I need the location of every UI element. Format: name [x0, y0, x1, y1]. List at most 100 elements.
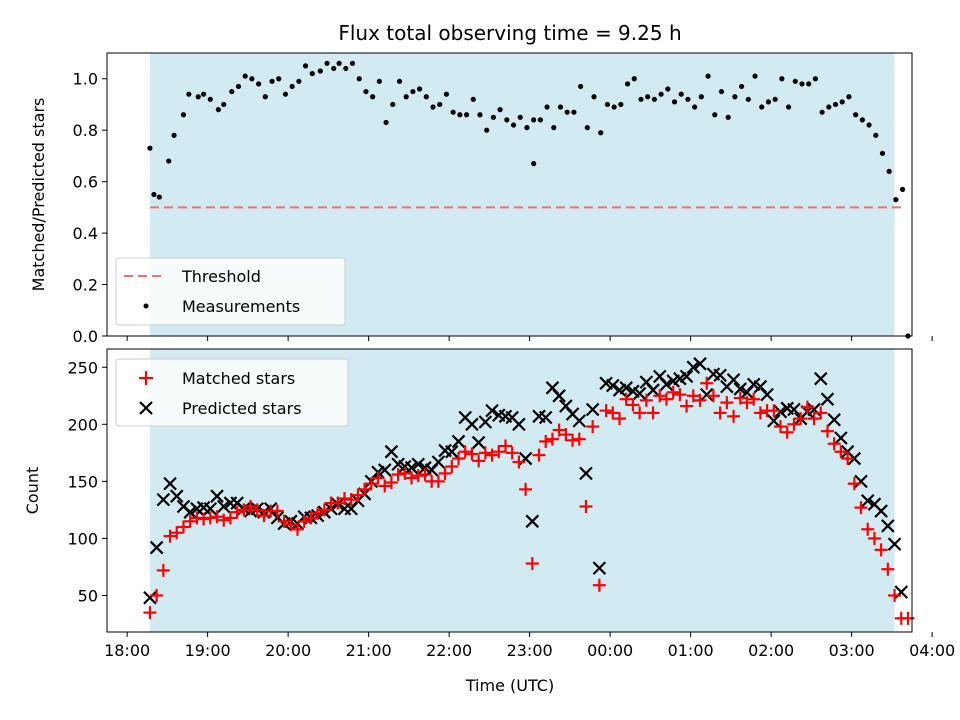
- top-legend-box: [115, 257, 346, 326]
- measurement-point: [779, 76, 785, 82]
- top-x-ticks: [126, 336, 933, 341]
- measurement-point: [235, 83, 242, 90]
- measurement-point: [618, 101, 624, 108]
- matched-point: [519, 482, 533, 496]
- x-tick-label: 02:00: [748, 641, 794, 660]
- matched-point: [458, 445, 472, 459]
- predicted-point: [216, 499, 231, 514]
- measurement-point: [504, 117, 510, 123]
- measurement-point: [289, 83, 295, 90]
- matched-point: [183, 514, 197, 528]
- measurement-point: [437, 101, 443, 108]
- legend-measurement-label: Measurements: [182, 297, 300, 316]
- x-axis-label: Time (UTC): [465, 676, 554, 695]
- predicted-point: [854, 474, 868, 489]
- measurement-point: [853, 112, 859, 118]
- matched-point: [190, 511, 204, 525]
- matched-point: [532, 448, 546, 462]
- matched-point: [230, 505, 244, 519]
- measurement-point: [324, 60, 330, 66]
- measurement-point: [490, 114, 496, 120]
- matched-point: [472, 454, 486, 468]
- x-tick-label: 21:00: [346, 641, 392, 660]
- predicted-point: [659, 377, 674, 392]
- predicted-point: [445, 444, 459, 459]
- measurement-point: [718, 88, 725, 95]
- measurement-point: [302, 63, 309, 69]
- matched-point: [787, 417, 801, 431]
- legend-threshold-label: Threshold: [181, 267, 261, 286]
- measurement-point: [893, 197, 899, 203]
- predicted-point: [592, 561, 607, 575]
- measurement-point: [383, 119, 389, 126]
- measurement-point: [591, 94, 597, 100]
- predicted-point: [632, 386, 647, 401]
- y-tick-label: 150: [67, 472, 98, 491]
- matched-point: [378, 479, 392, 493]
- top-y-tick-label: 1.0: [73, 70, 98, 89]
- measurement-point: [531, 161, 537, 167]
- measurement-point: [799, 81, 805, 87]
- matched-point: [250, 503, 264, 517]
- measurement-point: [331, 65, 337, 72]
- matched-point: [559, 428, 573, 442]
- measurement-point: [370, 94, 376, 100]
- predicted-point: [874, 504, 888, 518]
- matched-point: [720, 396, 734, 410]
- matched-point: [237, 503, 251, 517]
- matched-point: [270, 504, 284, 518]
- measurement-point: [443, 91, 450, 97]
- measurement-point: [484, 127, 490, 133]
- measurement-point: [336, 60, 342, 66]
- matched-point: [820, 424, 834, 438]
- matched-point: [465, 447, 479, 461]
- bottom-y-ticks: 50 100 150 200 250: [67, 358, 107, 605]
- predicted-point: [149, 540, 164, 555]
- predicted-point: [183, 505, 197, 519]
- matched-point: [874, 543, 888, 557]
- matched-point: [814, 406, 828, 420]
- x-tick-label: 20:00: [265, 641, 311, 660]
- top-axes-frame: [106, 52, 913, 337]
- matched-point: [847, 477, 861, 491]
- measurement-point: [846, 94, 852, 100]
- measurement-point: [604, 101, 611, 108]
- predicted-point: [619, 381, 634, 395]
- measurement-point: [698, 94, 704, 100]
- measurement-point: [671, 99, 678, 105]
- measurement-point: [423, 94, 429, 100]
- matched-point: [505, 446, 519, 460]
- measurement-point: [564, 109, 570, 115]
- matched-point: [881, 562, 895, 576]
- matched-point: [525, 557, 539, 571]
- measurement-point: [166, 158, 172, 164]
- measurement-point: [524, 125, 530, 131]
- measurement-point: [430, 104, 436, 110]
- matched-point: [552, 423, 566, 437]
- measurement-point: [812, 76, 819, 82]
- matched-point: [445, 460, 459, 474]
- measurement-point: [678, 91, 684, 97]
- matched-point: [485, 448, 499, 462]
- measurement-point: [752, 73, 758, 79]
- measurement-point: [463, 112, 470, 118]
- matched-point: [170, 526, 184, 540]
- predicted-point: [726, 373, 741, 387]
- predicted-point: [606, 378, 620, 393]
- matched-point: [244, 499, 258, 513]
- x-tick-label: 22:00: [426, 641, 472, 660]
- measurement-point: [819, 109, 825, 115]
- top-y-axis-label: Matched/Predicted stars: [29, 98, 48, 292]
- measurement-point: [282, 91, 289, 97]
- measurement-point: [839, 99, 845, 105]
- measurement-point: [262, 94, 268, 100]
- matched-point: [753, 406, 767, 420]
- measurement-point: [242, 73, 248, 79]
- predicted-point: [686, 360, 701, 375]
- matched-point: [337, 491, 351, 505]
- predicted-point: [827, 412, 841, 427]
- matched-point: [706, 389, 720, 403]
- matched-point: [284, 518, 298, 532]
- predicted-point: [471, 435, 486, 450]
- matched-point: [680, 399, 694, 413]
